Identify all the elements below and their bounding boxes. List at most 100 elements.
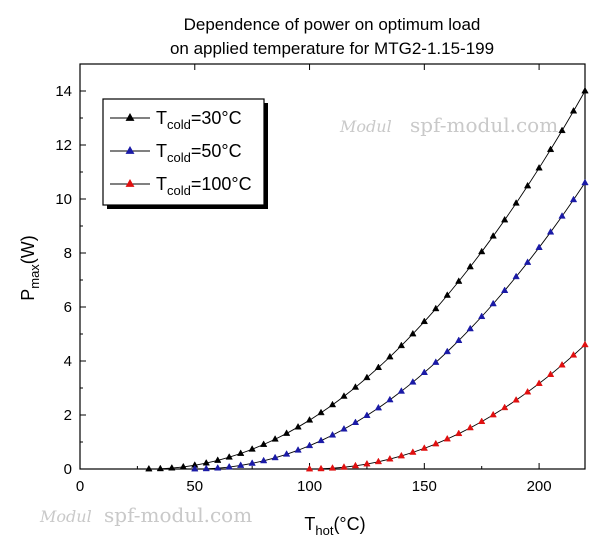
legend-label-sub: cold [167,150,191,165]
series-point [546,370,555,377]
x-axis: 0 50 100 150 200 [76,64,552,495]
series-point [409,378,417,385]
series-point [202,464,210,472]
series-3 [305,340,589,472]
y-tick-label: 2 [64,407,72,424]
x-tick-label: 0 [76,478,84,495]
series-point [500,215,509,223]
series-point [569,351,578,358]
series-point [340,392,348,399]
series-point [328,464,337,471]
series-point [317,408,325,416]
legend-label-suffix: =30°C [191,108,242,128]
legend-label-main: T [156,141,167,161]
series-point [478,312,486,320]
series-point [420,317,428,325]
y-tick-label: 10 [55,191,72,208]
series-point [363,411,371,418]
x-axis-label: Thot(°C) [304,514,365,538]
series-point [248,445,256,452]
legend-label-main: T [156,174,167,194]
series-point [512,272,520,280]
series-point [374,403,383,411]
series-point [328,431,337,438]
series-point [523,387,532,395]
series-point [363,373,371,381]
series-point [558,212,566,219]
series-point [397,341,406,349]
series-point [191,464,199,472]
series-layer [145,86,589,472]
series-point [351,418,360,425]
series-point [420,368,428,375]
series-point [432,358,440,365]
series-point [455,336,463,343]
series-point [248,459,256,466]
x-axis-label-suffix: (°C) [333,514,365,534]
series-point [512,199,520,206]
x-tick-label: 100 [297,478,322,495]
y-axis-label-main: P [18,289,38,301]
series-point [466,324,474,332]
legend-swatch-marker [125,112,135,121]
y-tick-label: 12 [55,137,72,154]
series-point [500,286,509,293]
series-point [179,462,187,470]
legend-swatch-marker [125,145,135,154]
series-point [305,441,314,449]
series-point [581,178,589,186]
series-point [409,448,417,455]
legend-label-main: T [156,108,167,128]
series-line [309,344,586,470]
series-point [420,444,428,451]
series-point [259,456,268,464]
series-point [581,340,589,348]
series-point [340,463,348,470]
series-point [409,329,417,337]
series-point [489,232,497,239]
series-point [145,464,153,472]
watermark-logo: Modul [339,117,392,136]
x-axis-label-main: T [304,514,315,534]
legend-label-suffix: =50°C [191,141,242,161]
legend-label-sub: cold [167,183,191,198]
y-axis: 0 2 4 6 8 10 12 14 [55,83,86,478]
series-point [558,360,566,368]
series-point [500,403,509,411]
legend-label-sub: cold [167,117,191,132]
series-point [386,454,394,462]
series-point [569,107,578,114]
series-point [374,363,383,371]
chart-title-line-1: Dependence of power on optimum load [184,15,481,34]
series-point [523,258,532,265]
legend-item: Tcold=50°C [110,141,242,165]
legend-label: Tcold=100°C [156,174,252,198]
series-point [546,228,555,235]
legend-label: Tcold=50°C [156,141,242,165]
legend-item: Tcold=30°C [110,108,242,132]
series-point [466,262,474,270]
legend-label: Tcold=30°C [156,108,242,132]
series-point [282,450,291,457]
watermark-top: Modul spf-modul.com [339,113,558,137]
y-tick-label: 0 [64,461,72,478]
series-point [455,277,463,284]
series-point [535,379,543,386]
series-point [214,464,222,471]
legend-item: Tcold=100°C [110,174,252,198]
x-axis-label-sub: hot [315,523,333,538]
series-point [443,347,451,355]
x-tick-label: 150 [412,478,437,495]
series-point [546,145,555,153]
series-point [271,453,279,461]
series-point [535,163,543,171]
series-point [340,425,348,432]
chart-title-line-2: on applied temperature for MTG2-1.15-199 [170,39,494,58]
series-point [305,464,314,472]
y-tick-label: 14 [55,83,72,100]
series-point [363,459,371,467]
x-tick-label: 50 [186,478,203,495]
y-tick-label: 4 [64,353,72,370]
series-point [317,464,325,472]
